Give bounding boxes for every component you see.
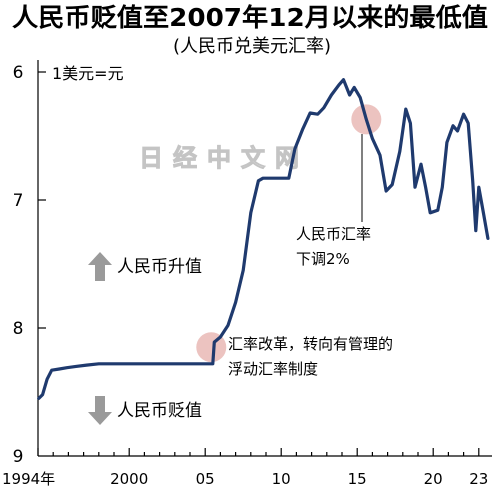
x-tick-label-2005: 05 bbox=[196, 470, 215, 488]
annotation-2005-line-2: 浮动汇率制度 bbox=[228, 360, 318, 378]
up-arrow-icon bbox=[88, 252, 112, 281]
y-tick-label-7: 7 bbox=[13, 191, 24, 211]
depreciation-label: 人民币贬值 bbox=[117, 401, 202, 421]
chart-title: 人民币贬值至2007年12月以来的最低值 bbox=[12, 3, 488, 32]
chart-subtitle: (人民币兑美元汇率) bbox=[173, 36, 331, 57]
y-axis-label: 1美元=元 bbox=[52, 64, 124, 83]
series-layer bbox=[37, 78, 490, 400]
x-tick-label-1994: 1994年 bbox=[2, 470, 55, 488]
x-tick-label-2020: 20 bbox=[424, 470, 443, 488]
watermark: 日经中文网 bbox=[139, 144, 309, 172]
annotation-2015-line-1: 人民币汇率 bbox=[296, 225, 371, 243]
x-tick-label-2010: 10 bbox=[272, 470, 291, 488]
down-arrow-icon bbox=[88, 396, 112, 425]
x-tick-label-2000: 2000 bbox=[110, 470, 148, 488]
appreciation-label: 人民币升值 bbox=[117, 257, 202, 277]
y-tick-label-6: 6 bbox=[13, 63, 24, 83]
axes: 6 7 8 9 1994年 2000 05 10 15 20 23 bbox=[2, 60, 492, 488]
x-tick-label-2015: 15 bbox=[348, 470, 367, 488]
annotation-2005-line-1: 汇率改革，转向有管理的 bbox=[228, 335, 393, 353]
annotation-2015-line-2: 下调2% bbox=[296, 250, 350, 268]
series-line-0 bbox=[37, 78, 490, 400]
y-tick-label-8: 8 bbox=[13, 319, 24, 339]
y-tick-label-9: 9 bbox=[13, 447, 24, 467]
x-tick-label-2023: 23 bbox=[469, 470, 488, 488]
